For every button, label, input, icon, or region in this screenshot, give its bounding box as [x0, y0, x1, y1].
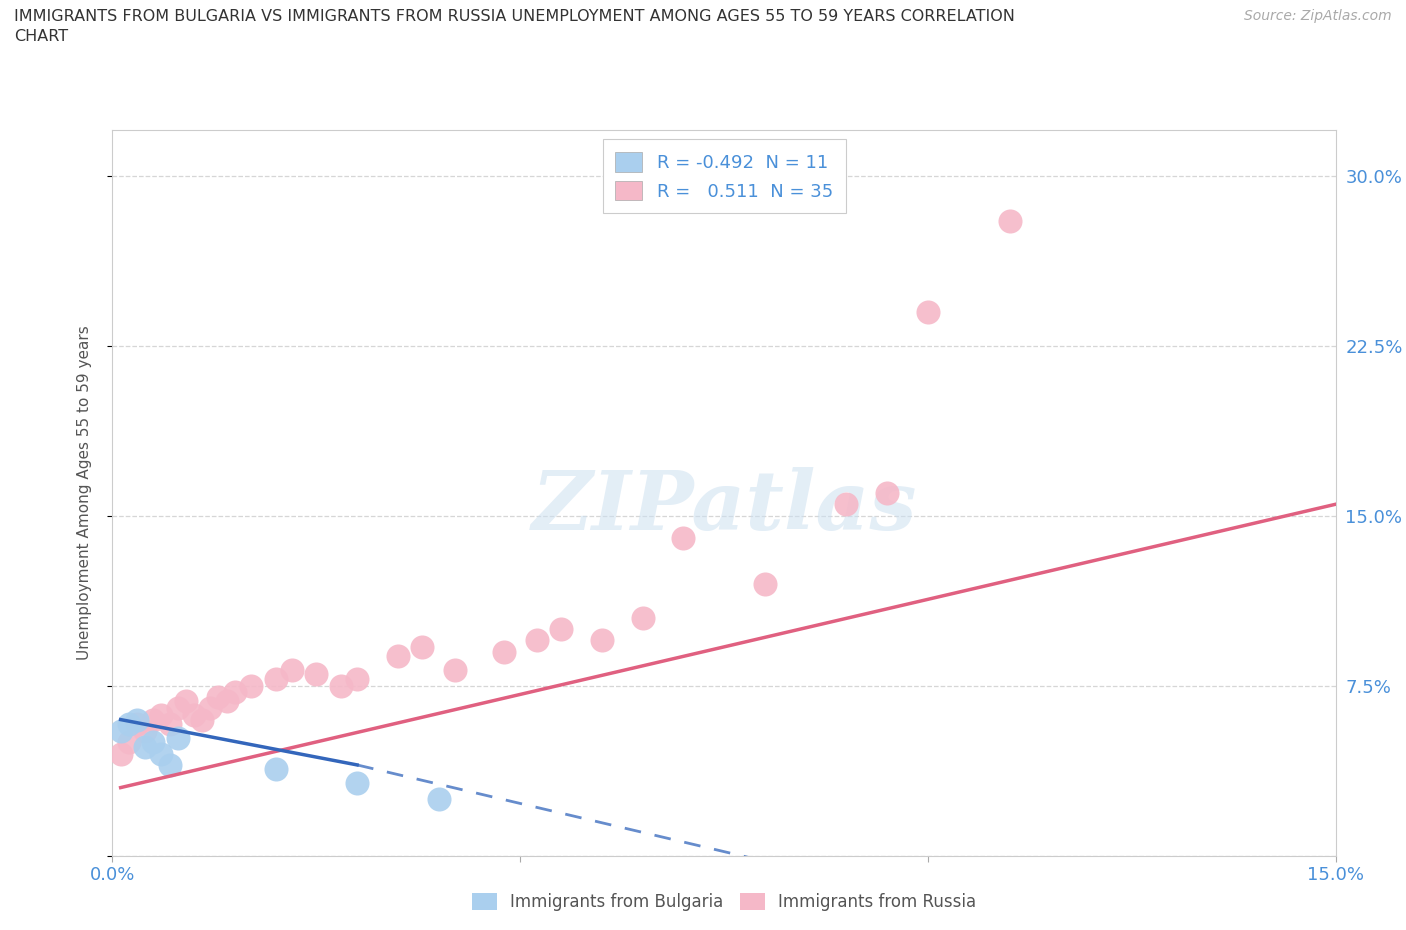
Point	[125, 717, 148, 732]
Y-axis label: Unemployment Among Ages 55 to 59 years: Unemployment Among Ages 55 to 59 years	[77, 326, 91, 660]
Point	[224, 685, 246, 700]
Point	[207, 689, 229, 704]
Point	[183, 708, 205, 723]
Point	[411, 640, 433, 655]
Point	[264, 762, 287, 777]
Point	[526, 632, 548, 647]
Point	[631, 610, 654, 625]
Text: Source: ZipAtlas.com: Source: ZipAtlas.com	[1244, 9, 1392, 23]
Point	[118, 735, 141, 750]
Text: IMMIGRANTS FROM BULGARIA VS IMMIGRANTS FROM RUSSIA UNEMPLOYMENT AMONG AGES 55 TO: IMMIGRANTS FROM BULGARIA VS IMMIGRANTS F…	[14, 9, 1015, 44]
Point	[329, 678, 352, 693]
Point	[876, 485, 898, 500]
Point	[835, 497, 858, 512]
Point	[134, 739, 156, 754]
Point	[264, 671, 287, 686]
Point	[215, 694, 238, 709]
Point	[998, 214, 1021, 229]
Point	[125, 712, 148, 727]
Point	[200, 701, 222, 716]
Point	[672, 531, 695, 546]
Point	[492, 644, 515, 659]
Point	[387, 649, 409, 664]
Point	[159, 717, 181, 732]
Point	[142, 735, 165, 750]
Point	[591, 632, 613, 647]
Point	[346, 776, 368, 790]
Point	[110, 724, 132, 738]
Point	[166, 701, 188, 716]
Point	[281, 662, 304, 677]
Point	[110, 746, 132, 761]
Point	[191, 712, 214, 727]
Point	[166, 730, 188, 745]
Point	[142, 712, 165, 727]
Point	[118, 717, 141, 732]
Point	[917, 304, 939, 319]
Point	[174, 694, 197, 709]
Text: ZIPatlas: ZIPatlas	[531, 468, 917, 548]
Point	[346, 671, 368, 686]
Point	[427, 791, 450, 806]
Point	[150, 708, 173, 723]
Point	[150, 746, 173, 761]
Point	[550, 621, 572, 636]
Point	[159, 757, 181, 772]
Point	[444, 662, 467, 677]
Point	[240, 678, 263, 693]
Legend: Immigrants from Bulgaria, Immigrants from Russia: Immigrants from Bulgaria, Immigrants fro…	[464, 885, 984, 920]
Point	[134, 724, 156, 738]
Point	[305, 667, 328, 682]
Point	[754, 577, 776, 591]
